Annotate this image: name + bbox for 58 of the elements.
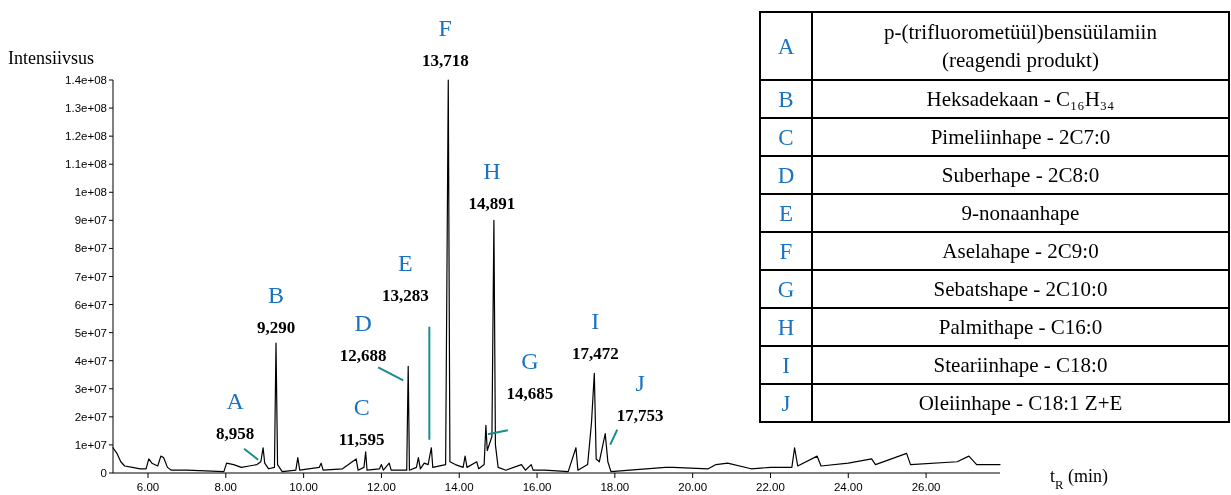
- y-tick-label: 1.1e+08: [65, 158, 107, 171]
- x-tick-label: 10.00: [289, 481, 319, 493]
- annotation: J: [781, 391, 791, 417]
- annotation: Oleiinhape - C18:1 Z+E: [918, 391, 1123, 416]
- annotation: I: [782, 353, 790, 379]
- annotation: A 8,958: [215, 387, 255, 443]
- x-axis-title: t$_{R}$ (min): [1050, 466, 1108, 492]
- annotation: G: [777, 277, 795, 303]
- annotation: Steariinhape - C18:0: [933, 353, 1108, 378]
- annotation: Sebatshape - 2C10:0: [933, 277, 1108, 302]
- y-tick-label: 6e+07: [74, 298, 107, 311]
- y-tick-label: 0: [100, 467, 107, 480]
- annotation: H: [777, 315, 795, 341]
- annotation: C: [778, 125, 794, 151]
- y-tick-label: 1.3e+08: [65, 102, 107, 115]
- y-tick-label: 9e+07: [74, 214, 107, 227]
- y-tick-label: 7e+07: [74, 270, 107, 283]
- y-tick-label: 1e+08: [74, 186, 107, 199]
- x-tick-label: 16.00: [522, 481, 552, 493]
- annotation: B: [778, 87, 794, 113]
- text: A: [777, 34, 795, 60]
- annotation: E 13,283: [381, 249, 429, 305]
- annotation: H 14,891: [468, 158, 516, 214]
- x-tick-label: 20.00: [678, 481, 708, 493]
- y-tick-label: 2e+07: [74, 410, 107, 423]
- annotation: G 14,685: [506, 348, 554, 404]
- annotation: D 12,688: [339, 310, 387, 366]
- x-tick-label: 8.00: [214, 481, 238, 493]
- x-tick-label: 24.00: [833, 481, 863, 493]
- x-tick-label: 12.00: [367, 481, 396, 493]
- y-tick-label: 5e+07: [74, 326, 107, 339]
- annotation: B 9,290: [256, 282, 296, 338]
- x-tick-label: 6.00: [136, 481, 160, 493]
- annotation: C 11,595: [338, 393, 385, 449]
- annotation: Suberhape - 2C8:0: [941, 163, 1100, 188]
- text: p-(trifluorometüül)bensüülamiin (reagendi produkt): [884, 20, 1157, 73]
- y-tick-label: 1.2e+08: [65, 130, 107, 143]
- annotation: Aselahape - 2C9:0: [942, 239, 1099, 264]
- annotation: F 13,718: [421, 15, 469, 70]
- y-axis-title: Intensiivsus: [8, 48, 95, 68]
- x-tick-label: 14.00: [444, 481, 474, 493]
- y-tick-label: 1e+07: [74, 438, 107, 451]
- annotation: J 17,753: [616, 369, 664, 425]
- y-tick-label: 4e+07: [74, 354, 107, 367]
- annotation: Heksadekaan - C₁₆H₃₄: [926, 87, 1115, 112]
- x-tick-label: 26.00: [911, 481, 941, 493]
- annotation: E: [778, 201, 794, 227]
- annotation: F: [779, 239, 793, 265]
- y-tick-label: 8e+07: [74, 242, 107, 255]
- annotation: D: [777, 163, 795, 189]
- y-tick-label: 1.4e+08: [65, 74, 107, 87]
- annotation: Pimeliinhape - 2C7:0: [930, 125, 1111, 150]
- annotation: Palmithape - C16:0: [938, 315, 1103, 340]
- annotation: I 17,472: [571, 308, 619, 364]
- x-tick-label: 22.00: [756, 481, 785, 493]
- y-tick-label: 3e+07: [74, 382, 107, 395]
- annotation: 9-nonaanhape: [961, 201, 1080, 226]
- x-tick-label: 18.00: [600, 481, 630, 493]
